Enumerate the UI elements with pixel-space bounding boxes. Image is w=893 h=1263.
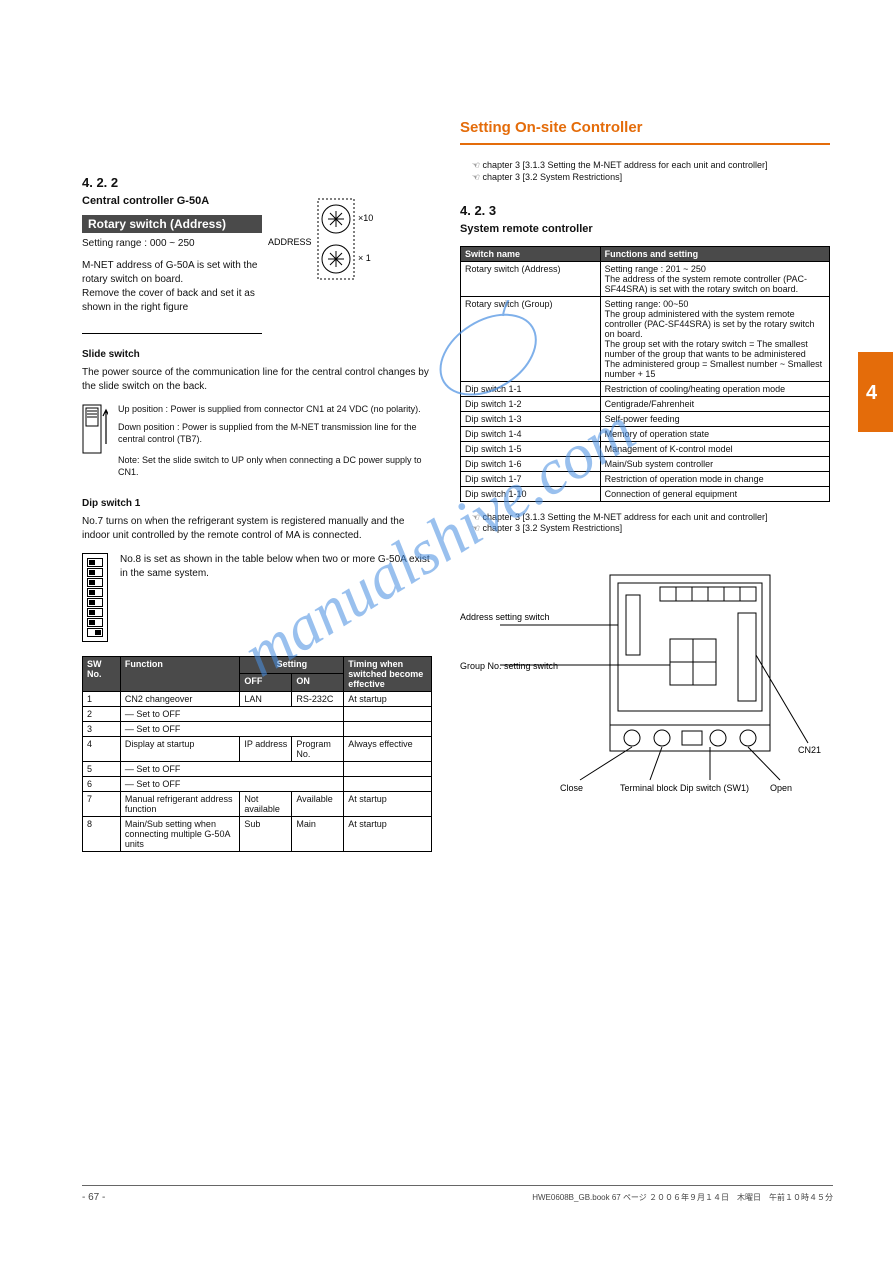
side-tab-number: 4 <box>866 382 877 405</box>
pointing-hand-icon: ☞ <box>460 172 480 184</box>
svg-text:CN21: CN21 <box>798 745 821 755</box>
page-number: - 67 - <box>82 1192 105 1203</box>
dip-switch-table: SW No. Function Setting Timing when swit… <box>82 656 432 852</box>
rotary-body: M-NET address of G-50A is set with the r… <box>82 259 272 315</box>
table-row: Rotary switch (Group)Setting range: 00~5… <box>461 296 830 381</box>
svg-text:Group No. setting switch: Group No. setting switch <box>460 661 558 671</box>
footer-meta: HWE0608B_GB.book 67 ページ ２００６年９月１４日 木曜日 午… <box>532 1192 833 1203</box>
table-row: 1CN2 changeoverLANRS-232CAt startup <box>83 691 432 706</box>
table-row: 4Display at startupIP addressProgram No.… <box>83 736 432 761</box>
table-row: Dip switch 1-4Memory of operation state <box>461 426 830 441</box>
table-row: 8Main/Sub setting when connecting multip… <box>83 816 432 851</box>
table-row: 7Manual refrigerant address functionNot … <box>83 791 432 816</box>
svg-text:× 1: × 1 <box>358 253 371 263</box>
pointing-hand-icon: ☞ <box>460 160 480 172</box>
divider <box>82 333 262 334</box>
top-rule <box>460 143 830 145</box>
slide-switch-icon <box>82 404 108 466</box>
table-row: Dip switch 1-2Centigrade/Fahrenheit <box>461 396 830 411</box>
xref-4: ☞ chapter 3 [3.2 System Restrictions] <box>460 523 830 535</box>
address-rotary-icon: ADDRESS ×10 × 1 <box>268 197 378 287</box>
section-title-right: System remote controller <box>460 222 830 237</box>
heading-slide-switch: Slide switch <box>82 348 432 362</box>
table-row: Dip switch 1-6Main/Sub system controller <box>461 456 830 471</box>
dip-body2: No.8 is set as shown in the table below … <box>120 553 432 642</box>
svg-text:Dip switch (SW1): Dip switch (SW1) <box>680 783 749 793</box>
table-row: 6— Set to OFF <box>83 776 432 791</box>
rotary-range: Setting range : 000 ~ 250 <box>82 237 432 251</box>
table-row: Dip switch 1-10Connection of general equ… <box>461 486 830 501</box>
slide-dn-desc: Down position : Power is supplied from t… <box>118 422 432 445</box>
table-row: 3— Set to OFF <box>83 721 432 736</box>
table-row: 2— Set to OFF <box>83 706 432 721</box>
svg-text:×10: ×10 <box>358 213 373 223</box>
pointing-hand-icon: ☞ <box>460 523 480 535</box>
svg-text:Open: Open <box>770 783 792 793</box>
svg-text:ADDRESS: ADDRESS <box>268 237 312 247</box>
xref-1: ☞ chapter 3 [3.1.3 Setting the M-NET add… <box>460 160 830 172</box>
top-title: Setting On-site Controller <box>460 119 643 136</box>
table-row: 5— Set to OFF <box>83 761 432 776</box>
table-row: Dip switch 1-1Restriction of cooling/hea… <box>461 381 830 396</box>
slide-up-desc: Up position : Power is supplied from con… <box>118 404 432 416</box>
system-controller-table: Switch name Functions and setting Rotary… <box>460 246 830 502</box>
section-number-right: 4. 2. 3 <box>460 203 830 218</box>
table-row: Dip switch 1-5Management of K-control mo… <box>461 441 830 456</box>
table-row: Dip switch 1-7Restriction of operation m… <box>461 471 830 486</box>
page-footer: - 67 - HWE0608B_GB.book 67 ページ ２００６年９月１４… <box>82 1185 833 1203</box>
slide-body: The power source of the communication li… <box>82 366 432 394</box>
svg-text:Address setting switch: Address setting switch <box>460 612 550 622</box>
section-title-left: Central controller G-50A <box>82 194 432 209</box>
section-number-left: 4. 2. 2 <box>82 175 432 190</box>
dip-switch-icon <box>82 553 108 642</box>
side-tab: 4 <box>858 352 893 432</box>
xref-2: ☞ chapter 3 [3.2 System Restrictions] <box>460 172 830 184</box>
dip-body1: No.7 turns on when the refrigerant syste… <box>82 515 432 543</box>
slide-note: Note: Set the slide switch to UP only wh… <box>118 455 432 478</box>
controller-diagram: Address setting switch Group No. setting… <box>460 565 830 795</box>
table-row: Dip switch 1-3Self-power feeding <box>461 411 830 426</box>
table-row: Rotary switch (Address)Setting range : 2… <box>461 261 830 296</box>
heading-dip-switch: Dip switch 1 <box>82 497 432 511</box>
heading-rotary-switch: Rotary switch (Address) <box>82 215 262 233</box>
pointing-hand-icon: ☞ <box>460 512 480 524</box>
svg-text:Terminal block: Terminal block <box>620 783 678 793</box>
xref-3: ☞ chapter 3 [3.1.3 Setting the M-NET add… <box>460 512 830 524</box>
svg-text:Close: Close <box>560 783 583 793</box>
